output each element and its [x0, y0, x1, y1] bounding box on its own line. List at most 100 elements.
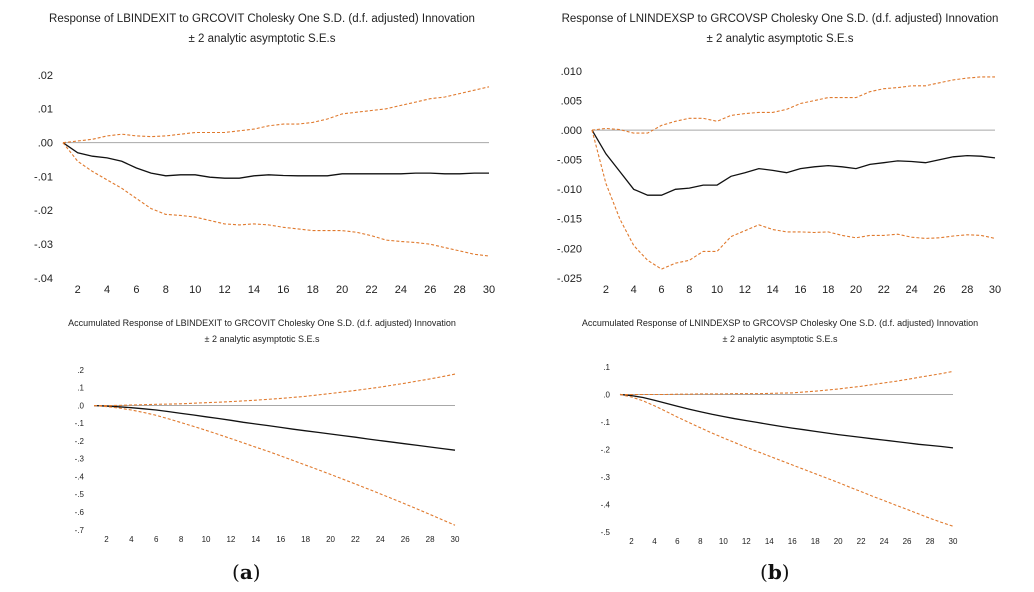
x-tick-label: 22 [351, 535, 360, 544]
x-tick-label: 12 [218, 284, 230, 296]
chart-panel-4: Accumulated Response of LNINDEXSP to GRC… [582, 318, 978, 546]
x-tick-label: 26 [424, 284, 436, 296]
y-tick-label: -.4 [75, 472, 85, 481]
y-tick-label: .000 [561, 125, 582, 137]
x-tick-label: 14 [251, 535, 260, 544]
chart-panel-3: Accumulated Response of LBINDEXIT to GRC… [68, 318, 460, 544]
x-tick-label: 4 [631, 284, 637, 296]
x-tick-label: 14 [248, 284, 260, 296]
x-tick-label: 14 [767, 284, 779, 296]
y-tick-label: -.03 [34, 239, 53, 251]
x-tick-label: 30 [989, 284, 1001, 296]
y-tick-label: .0 [603, 390, 610, 399]
x-tick-label: 20 [336, 284, 348, 296]
x-tick-label: 24 [905, 284, 917, 296]
chart-panel-2: Response of LNINDEXSP to GRCOVSP Cholesk… [557, 13, 1001, 296]
x-tick-label: 16 [794, 284, 806, 296]
x-tick-label: 12 [739, 284, 751, 296]
caption-a: (a) [232, 560, 261, 584]
response-line [62, 142, 489, 179]
lower-band-line [591, 129, 996, 270]
x-tick-label: 18 [301, 535, 310, 544]
x-tick-label: 30 [949, 537, 958, 546]
y-tick-label: -.01 [34, 171, 53, 183]
chart-title: Response of LNINDEXSP to GRCOVSP Cholesk… [562, 13, 999, 25]
x-tick-label: 24 [880, 537, 889, 546]
x-tick-label: 4 [652, 537, 657, 546]
x-tick-label: 16 [788, 537, 797, 546]
y-tick-label: -.1 [601, 418, 611, 427]
chart-title: Accumulated Response of LNINDEXSP to GRC… [582, 318, 978, 328]
x-tick-label: 16 [276, 535, 285, 544]
y-tick-label: .0 [77, 401, 84, 410]
y-tick-label: -.010 [557, 184, 582, 196]
response-line [619, 393, 954, 449]
y-tick-label: -.020 [557, 243, 582, 255]
x-tick-label: 2 [104, 535, 109, 544]
x-tick-label: 4 [129, 535, 134, 544]
x-tick-label: 18 [307, 284, 319, 296]
x-tick-label: 10 [719, 537, 728, 546]
y-tick-label: .02 [38, 70, 53, 82]
upper-band-line [591, 76, 995, 134]
lower-band-line [619, 393, 954, 527]
upper-band-line [94, 373, 456, 407]
chart-title: Accumulated Response of LBINDEXIT to GRC… [68, 318, 456, 328]
caption-b: (b) [760, 560, 790, 584]
y-tick-label: -.025 [557, 273, 582, 285]
x-tick-label: 6 [658, 284, 664, 296]
y-tick-label: -.2 [75, 437, 85, 446]
y-tick-label: -.5 [75, 490, 85, 499]
x-tick-label: 2 [603, 284, 609, 296]
chart-panel-1: Response of LBINDEXIT to GRCOVIT Cholesk… [34, 13, 495, 296]
x-tick-label: 12 [226, 535, 235, 544]
x-tick-label: 6 [675, 537, 680, 546]
y-tick-label: -.1 [75, 419, 85, 428]
y-tick-label: -.005 [557, 155, 582, 167]
lower-band-line [93, 405, 456, 526]
y-tick-label: -.015 [557, 214, 582, 226]
x-tick-label: 10 [202, 535, 211, 544]
chart-title: Response of LBINDEXIT to GRCOVIT Cholesk… [49, 13, 475, 25]
y-tick-label: .010 [561, 66, 582, 78]
x-tick-label: 28 [453, 284, 465, 296]
y-tick-label: .1 [603, 363, 610, 372]
x-tick-label: 6 [133, 284, 139, 296]
x-tick-label: 20 [326, 535, 335, 544]
x-tick-label: 20 [834, 537, 843, 546]
x-tick-label: 8 [179, 535, 184, 544]
x-tick-label: 16 [277, 284, 289, 296]
x-tick-label: 8 [686, 284, 692, 296]
x-tick-label: 26 [401, 535, 410, 544]
x-tick-label: 26 [933, 284, 945, 296]
chart-subtitle: ± 2 analytic asymptotic S.E.s [189, 33, 336, 45]
y-tick-label: -.02 [34, 205, 53, 217]
response-line [591, 129, 996, 196]
upper-band-line [620, 370, 954, 396]
y-tick-label: -.04 [34, 273, 53, 285]
upper-band-line [62, 86, 490, 144]
x-tick-label: 10 [711, 284, 723, 296]
x-tick-label: 2 [629, 537, 634, 546]
x-tick-label: 22 [878, 284, 890, 296]
x-tick-label: 2 [75, 284, 81, 296]
y-tick-label: .2 [77, 366, 84, 375]
y-tick-label: .00 [38, 138, 53, 150]
x-tick-label: 24 [395, 284, 407, 296]
y-tick-label: -.2 [601, 445, 611, 454]
y-tick-label: .01 [38, 104, 53, 116]
x-tick-label: 10 [189, 284, 201, 296]
x-tick-label: 20 [850, 284, 862, 296]
y-tick-label: -.6 [75, 508, 85, 517]
x-tick-label: 8 [163, 284, 169, 296]
x-tick-label: 14 [765, 537, 774, 546]
chart-subtitle: ± 2 analytic asymptotic S.E.s [723, 334, 838, 344]
x-tick-label: 22 [365, 284, 377, 296]
x-tick-label: 30 [483, 284, 495, 296]
y-tick-label: -.3 [601, 473, 611, 482]
chart-subtitle: ± 2 analytic asymptotic S.E.s [707, 33, 854, 45]
x-tick-label: 30 [451, 535, 460, 544]
x-tick-label: 26 [903, 537, 912, 546]
x-tick-label: 28 [926, 537, 935, 546]
